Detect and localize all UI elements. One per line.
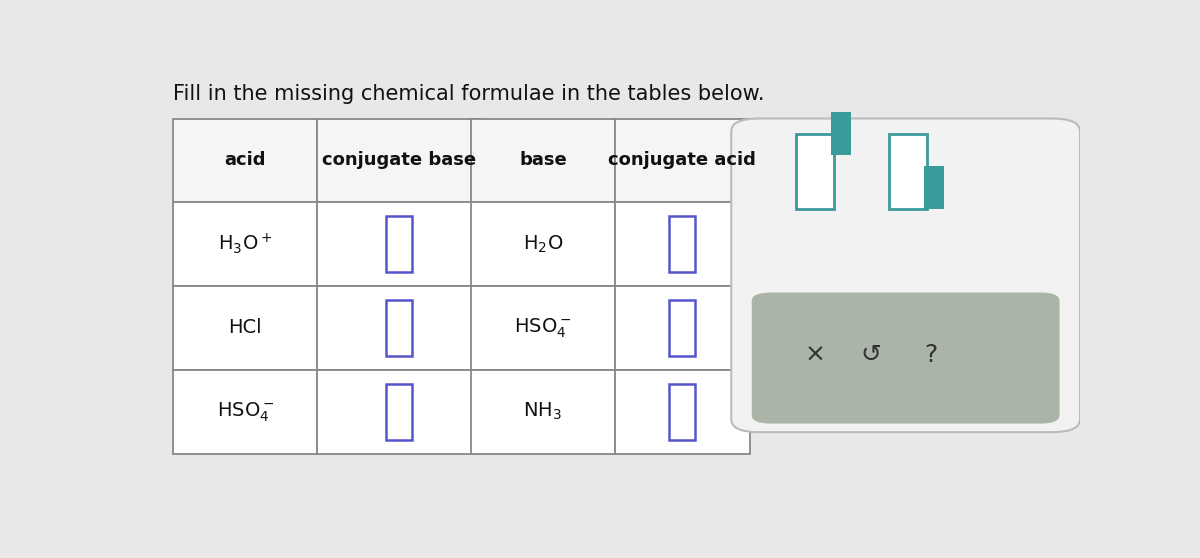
- Bar: [470, 203, 616, 286]
- Text: base: base: [520, 151, 566, 170]
- Bar: [317, 203, 480, 286]
- Text: ×: ×: [804, 343, 826, 367]
- Text: $\mathregular{H_3O^+}$: $\mathregular{H_3O^+}$: [218, 232, 272, 257]
- FancyBboxPatch shape: [731, 118, 1080, 432]
- Text: Fill in the missing chemical formulae in the tables below.: Fill in the missing chemical formulae in…: [173, 84, 764, 104]
- Bar: [797, 133, 834, 209]
- Text: acid: acid: [224, 151, 266, 170]
- Bar: [670, 384, 696, 440]
- Bar: [924, 166, 944, 209]
- Bar: [830, 112, 851, 155]
- Text: $\mathregular{NH_3}$: $\mathregular{NH_3}$: [523, 401, 563, 422]
- Bar: [385, 217, 412, 272]
- Bar: [470, 118, 616, 203]
- Bar: [317, 286, 480, 370]
- Bar: [670, 300, 696, 356]
- Text: $\mathregular{HSO_4^-}$: $\mathregular{HSO_4^-}$: [515, 316, 571, 340]
- Bar: [470, 286, 616, 370]
- FancyBboxPatch shape: [751, 292, 1060, 424]
- Text: $\mathregular{H_2O}$: $\mathregular{H_2O}$: [523, 234, 563, 255]
- Bar: [385, 384, 412, 440]
- Bar: [173, 118, 317, 203]
- Bar: [616, 286, 750, 370]
- Bar: [173, 370, 317, 454]
- Text: ?: ?: [924, 343, 938, 367]
- Bar: [317, 118, 480, 203]
- Bar: [317, 370, 480, 454]
- Text: $\mathregular{HSO_4^-}$: $\mathregular{HSO_4^-}$: [217, 400, 274, 424]
- Bar: [173, 286, 317, 370]
- Bar: [385, 300, 412, 356]
- Text: conjugate base: conjugate base: [322, 151, 476, 170]
- Text: ↺: ↺: [860, 343, 881, 367]
- Bar: [470, 370, 616, 454]
- Text: conjugate acid: conjugate acid: [608, 151, 756, 170]
- Bar: [616, 118, 750, 203]
- Bar: [616, 203, 750, 286]
- Bar: [616, 370, 750, 454]
- Bar: [889, 133, 926, 209]
- Bar: [173, 203, 317, 286]
- Text: HCl: HCl: [228, 319, 262, 338]
- Bar: [670, 217, 696, 272]
